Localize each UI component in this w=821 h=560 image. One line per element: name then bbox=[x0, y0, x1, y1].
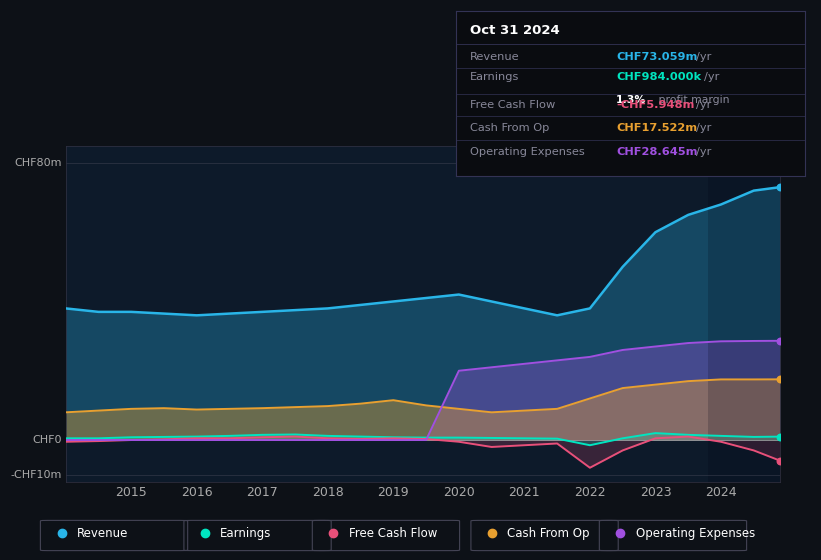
Text: CHF80m: CHF80m bbox=[14, 158, 62, 168]
Text: /yr: /yr bbox=[696, 123, 712, 133]
Text: /yr: /yr bbox=[696, 53, 712, 63]
Point bbox=[773, 183, 787, 192]
Text: CHF0: CHF0 bbox=[32, 435, 62, 445]
Text: Cash From Op: Cash From Op bbox=[470, 123, 549, 133]
Text: Operating Expenses: Operating Expenses bbox=[635, 527, 754, 540]
Point bbox=[773, 375, 787, 384]
Text: Free Cash Flow: Free Cash Flow bbox=[470, 100, 555, 110]
Text: Free Cash Flow: Free Cash Flow bbox=[349, 527, 437, 540]
Text: Cash From Op: Cash From Op bbox=[507, 527, 589, 540]
Text: /yr: /yr bbox=[704, 72, 719, 82]
Text: Oct 31 2024: Oct 31 2024 bbox=[470, 25, 559, 38]
Text: profit margin: profit margin bbox=[654, 95, 729, 105]
Point bbox=[773, 456, 787, 465]
Text: CHF17.522m: CHF17.522m bbox=[616, 123, 697, 133]
Text: -CHF10m: -CHF10m bbox=[10, 470, 62, 480]
Text: 1.3%: 1.3% bbox=[616, 95, 646, 105]
Text: -CHF5.948m: -CHF5.948m bbox=[616, 100, 695, 110]
Text: Operating Expenses: Operating Expenses bbox=[470, 147, 585, 157]
Point bbox=[773, 337, 787, 346]
Text: Revenue: Revenue bbox=[470, 53, 519, 63]
Text: CHF28.645m: CHF28.645m bbox=[616, 147, 698, 157]
Text: CHF73.059m: CHF73.059m bbox=[616, 53, 698, 63]
Text: /yr: /yr bbox=[696, 147, 712, 157]
Text: /yr: /yr bbox=[696, 100, 712, 110]
Text: Revenue: Revenue bbox=[76, 527, 128, 540]
Bar bbox=[708, 146, 780, 482]
Text: CHF984.000k: CHF984.000k bbox=[616, 72, 701, 82]
Text: Earnings: Earnings bbox=[220, 527, 272, 540]
Point bbox=[773, 432, 787, 441]
Text: Earnings: Earnings bbox=[470, 72, 519, 82]
